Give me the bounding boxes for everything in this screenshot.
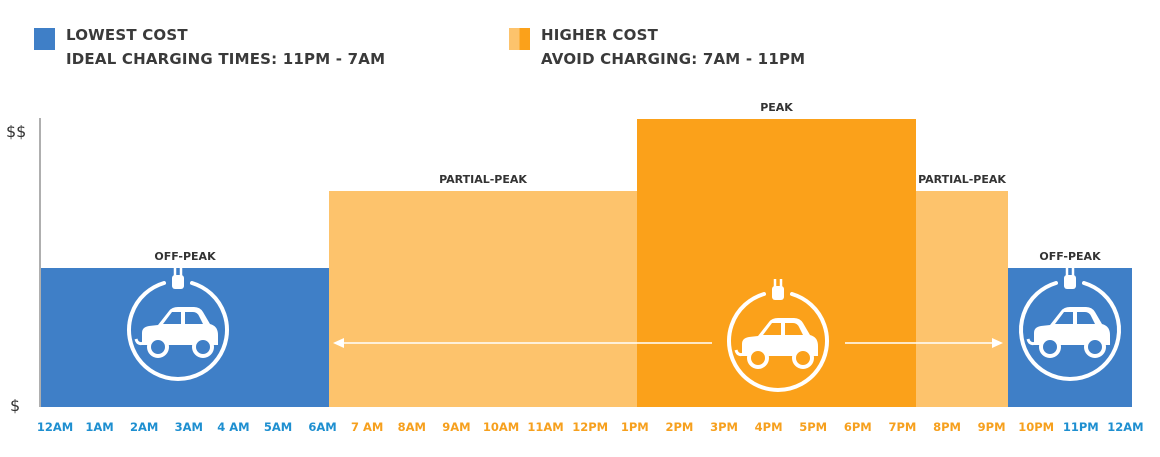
charge-ring [727,292,829,392]
hour-tick-label: 4 AM [217,420,249,434]
car-wheel-rear [1084,336,1106,358]
hour-tick-label: 12PM [572,420,608,434]
hour-tick-label: 2AM [130,420,158,434]
charge-ring [127,281,229,381]
y-label-high: $$ [6,122,26,141]
bar-peak-2 [637,119,916,407]
hour-tick-label: 11PM [1063,420,1099,434]
ev-charging-car-icon-2 [1019,268,1121,381]
legend-higher-subtitle: AVOID CHARGING: 7AM - 11PM [541,50,806,68]
legend-higher-title: HIGHER COST [541,26,659,44]
bar-label-3: PARTIAL-PEAK [918,173,1006,186]
car-wheel-front [147,336,169,358]
car-window-rear [785,323,803,335]
hour-tick-label: 1AM [85,420,113,434]
hour-tick-label: 12AM [1107,420,1143,434]
car-wheel-front [1039,336,1061,358]
car-window-front [163,312,181,324]
bar-partial-peak-3 [916,191,1008,407]
hour-tick-label: 2PM [665,420,693,434]
plug-body [172,275,184,289]
hour-tick-label: 5AM [264,420,292,434]
plug-body [772,286,784,300]
hour-tick-label: 8AM [398,420,426,434]
legend-lowest-subtitle: IDEAL CHARGING TIMES: 11PM - 7AM [66,50,386,68]
ev-charging-car-icon-0 [127,268,229,381]
car-wheel-rear [192,336,214,358]
hour-tick-label: 6PM [844,420,872,434]
hour-tick-label: 6AM [308,420,336,434]
hour-tick-label: 7 AM [351,420,383,434]
hour-tick-label: 1PM [621,420,649,434]
bar-label-0: OFF-PEAK [154,250,216,263]
legend-swatch-orange [509,28,530,50]
car-wheel-rear [792,347,814,369]
car-wheel-front [747,347,769,369]
hour-tick-label: 3AM [175,420,203,434]
hour-tick-label: 3PM [710,420,738,434]
hour-tick-label: 9PM [978,420,1006,434]
ev-charging-car-icon-1 [727,279,829,392]
bar-partial-peak-1 [329,191,637,407]
hour-tick-label: 7PM [888,420,916,434]
car-window-rear [1077,312,1095,324]
hour-tick-label: 10AM [483,420,519,434]
hour-tick-label: 5PM [799,420,827,434]
hour-tick-label: 10PM [1018,420,1054,434]
car-window-rear [185,312,203,324]
arrow-head-right [992,338,1003,348]
arrow-head-left [333,338,344,348]
car-window-front [763,323,781,335]
car-window-front [1055,312,1073,324]
hour-tick-label: 4PM [755,420,783,434]
bar-label-1: PARTIAL-PEAK [439,173,527,186]
plug-body [1064,275,1076,289]
double-headed-arrow-icon [333,338,1003,348]
y-label-low: $ [10,396,20,415]
hour-tick-label: 8PM [933,420,961,434]
charge-ring [1019,281,1121,381]
bar-label-4: OFF-PEAK [1039,250,1101,263]
hour-tick-label: 12AM [37,420,73,434]
hour-tick-label: 9AM [442,420,470,434]
legend-lowest-title: LOWEST COST [66,26,188,44]
legend-swatch-blue [34,28,55,50]
hour-tick-label: 11AM [527,420,563,434]
bar-label-2: PEAK [760,101,793,114]
